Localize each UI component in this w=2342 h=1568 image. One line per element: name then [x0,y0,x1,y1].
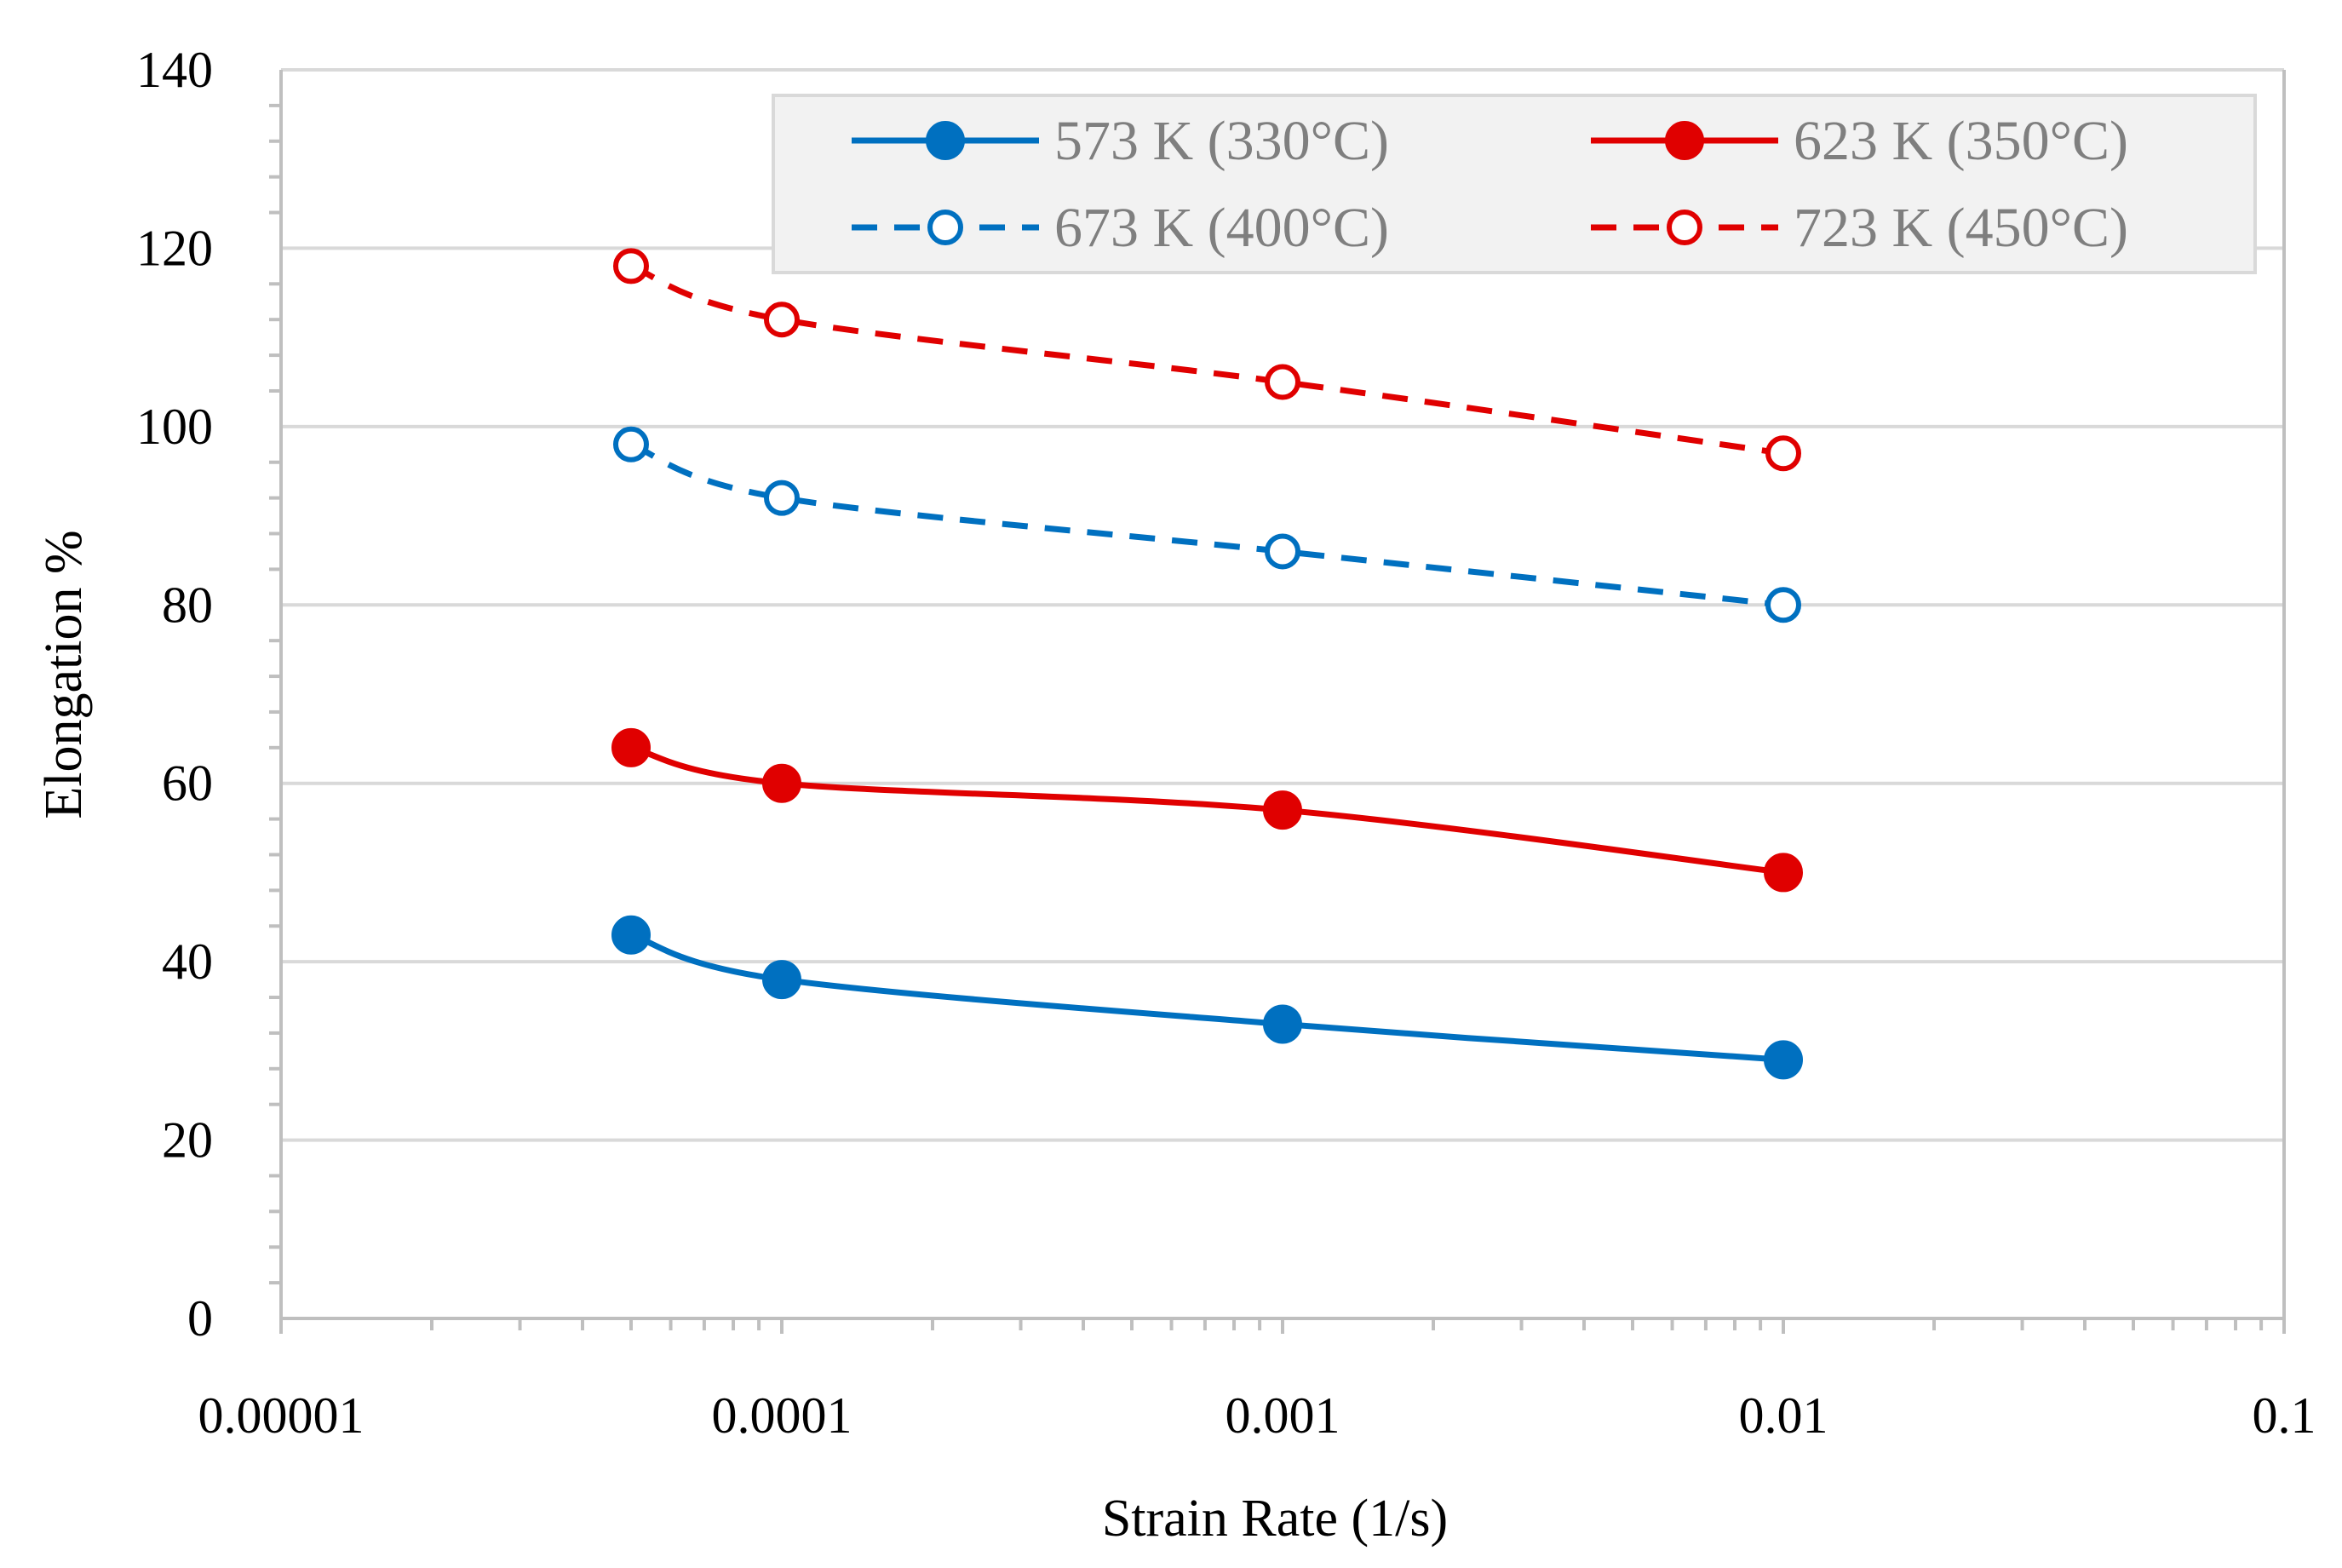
data-point [1765,435,1801,472]
data-point [1263,790,1302,830]
x-tick-label: 0.01 [1739,1387,1828,1444]
axes [269,70,2286,1334]
series-line [629,932,1784,1063]
legend-marker [1667,210,1702,245]
data-point [612,426,649,462]
legend-label: 623 K (350°C) [1794,110,2128,172]
data-point [762,763,801,803]
data-point [1764,853,1803,893]
data-point [612,248,649,284]
legend-label: 723 K (450°C) [1794,197,2128,259]
series-4 [612,248,1801,472]
tick-labels: 0 20 40 60 80 100 120 140 0.00001 0.0001 0.001 0.01… [136,42,2316,1444]
legend-label: 573 K (330°C) [1054,110,1389,172]
y-tick-label: 100 [136,399,213,455]
data-point [1765,587,1801,623]
data-point [1265,364,1300,400]
y-axis-title: Elongation % [35,530,93,818]
legend-item: 573 K (330°C) [852,110,1389,172]
x-tick-label: 0.1 [2253,1387,2316,1444]
series-line [629,263,1784,457]
y-tick-label: 60 [162,755,213,812]
data-point [764,302,800,338]
y-tick-label: 40 [162,933,213,990]
x-axis-title: Strain Rate (1/s) [1102,1490,1448,1548]
x-tick-label: 0.00001 [198,1387,365,1444]
legend-marker [926,121,965,160]
data-point [762,960,801,1000]
legend-label: 673 K (400°C) [1054,197,1389,259]
x-tick-label: 0.0001 [712,1387,852,1444]
y-tick-label: 20 [162,1112,213,1169]
legend-marker [927,210,963,245]
y-tick-label: 80 [162,577,213,633]
data-point [1764,1040,1803,1080]
legend-marker [1665,121,1704,160]
series-1 [611,915,1803,1080]
y-tick-label: 0 [187,1290,213,1347]
data-point [611,915,651,955]
legend-item: 723 K (450°C) [1591,197,2128,259]
x-tick-label: 0.001 [1226,1387,1340,1444]
series-3 [612,426,1801,623]
series-line [629,441,1784,608]
data-point [611,727,651,767]
series-line [630,744,1784,876]
legend: 573 K (330°C) 623 K (350°C) 673 K (400°C) 7… [772,94,2257,274]
y-tick-label: 120 [136,220,213,276]
legend-item: 623 K (350°C) [1591,110,2128,172]
series-2 [611,727,1803,893]
y-tick-label: 140 [136,42,213,98]
data-point [764,480,800,516]
data-point [1265,533,1300,570]
legend-item: 673 K (400°C) [852,197,1389,259]
legend-box [772,94,2257,274]
data-point [1263,1004,1302,1044]
series-group [611,248,1803,1080]
